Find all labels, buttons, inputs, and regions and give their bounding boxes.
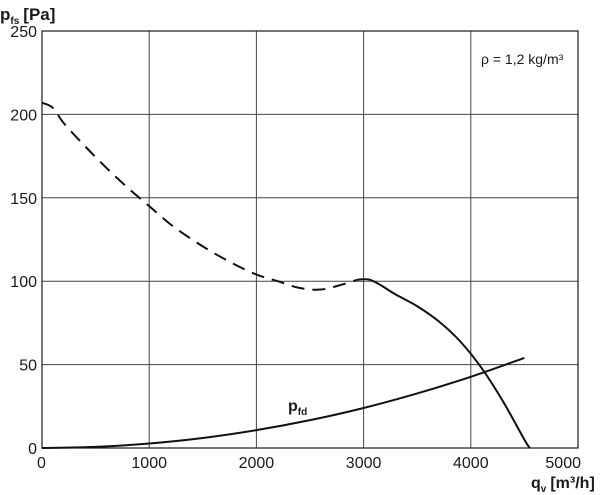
x-tick-label-0: 0	[37, 455, 46, 472]
x-tick-labels: 0 1000 2000 3000 4000 5000	[37, 455, 581, 472]
x-tick-label-3000: 3000	[346, 455, 382, 472]
y-axis-label: pfs [Pa]	[0, 5, 55, 27]
system-curve-solid	[358, 278, 531, 449]
y-tick-label-50: 50	[19, 358, 37, 375]
pfd-curve	[41, 356, 525, 449]
x-tick-label-1000: 1000	[131, 455, 167, 472]
x-tick-label-4000: 4000	[453, 455, 489, 472]
grid	[41, 30, 579, 449]
y-tick-label-150: 150	[10, 191, 37, 208]
density-annotation: ρ = 1,2 kg/m³	[481, 51, 564, 67]
y-tick-label-200: 200	[10, 107, 37, 124]
system-curve-dashed	[41, 101, 359, 291]
pfd-curve-label: pfd	[288, 398, 307, 418]
y-tick-labels: 0 50 100 150 200 250	[10, 24, 37, 458]
y-tick-label-100: 100	[10, 274, 37, 291]
series-group	[41, 101, 531, 449]
x-tick-label-2000: 2000	[239, 455, 275, 472]
x-tick-label-5000: 5000	[545, 455, 581, 472]
x-axis-label: qv [m³/h]	[531, 475, 595, 495]
y-tick-label-250: 250	[10, 24, 37, 41]
y-tick-label-0: 0	[28, 441, 37, 458]
plot-frame	[41, 30, 579, 449]
